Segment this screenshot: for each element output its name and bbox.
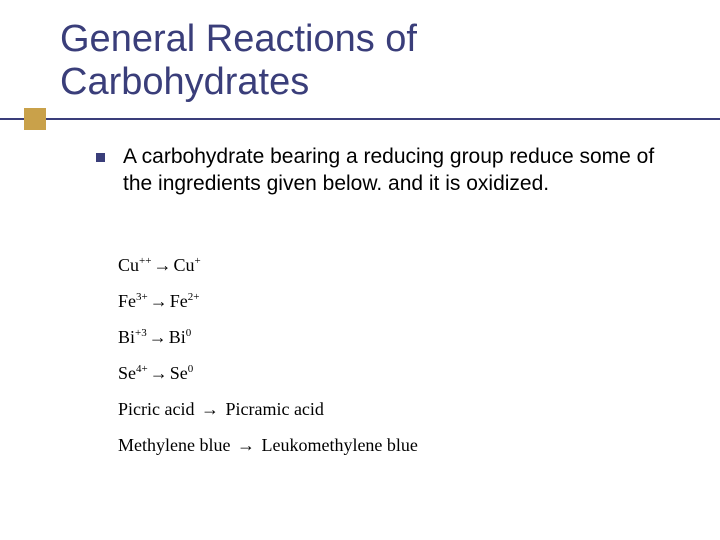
accent-square	[24, 108, 46, 130]
arrow-icon: →	[147, 328, 169, 346]
reaction-line: Fe3+→Fe2+	[118, 292, 618, 310]
reaction-line: Methylene blue → Leukomethylene blue	[118, 436, 618, 454]
slide: General Reactions of Carbohydrates A car…	[0, 0, 720, 540]
arrow-icon: →	[199, 400, 221, 418]
reaction-line: Cu++→Cu+	[118, 256, 618, 274]
square-bullet-icon	[96, 153, 105, 162]
slide-title: General Reactions of Carbohydrates	[60, 18, 660, 103]
reaction-line: Bi+3 →Bi0	[118, 328, 618, 346]
reactions-block: Cu++→Cu+ Fe3+→Fe2+ Bi+3 →Bi0 Se4+→Se0 Picric…	[118, 256, 618, 472]
body-block: A carbohydrate bearing a reducing group …	[96, 144, 656, 198]
reaction-line: Picric acid → Picramic acid	[118, 400, 618, 418]
title-block: General Reactions of Carbohydrates	[60, 18, 660, 103]
arrow-icon: →	[235, 436, 257, 454]
bullet-item: A carbohydrate bearing a reducing group …	[96, 144, 656, 198]
bullet-text: A carbohydrate bearing a reducing group …	[123, 144, 656, 198]
arrow-icon: →	[148, 364, 170, 382]
reaction-line: Se4+→Se0	[118, 364, 618, 382]
title-underline	[0, 118, 720, 120]
arrow-icon: →	[151, 256, 173, 274]
arrow-icon: →	[148, 292, 170, 310]
